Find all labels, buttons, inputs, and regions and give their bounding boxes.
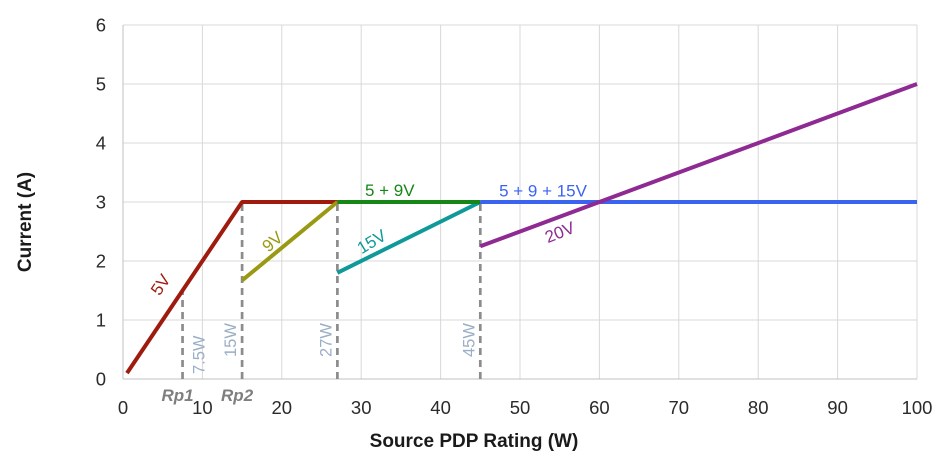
x-tick-label: 20 <box>272 397 293 418</box>
guide-label: 45W <box>460 323 478 357</box>
series-15V <box>336 200 482 275</box>
series-20V <box>479 82 918 249</box>
series-9V <box>240 200 339 283</box>
x-tick-label: 100 <box>902 397 933 418</box>
y-tick-label: 1 <box>96 309 106 330</box>
y-tick-label: 0 <box>96 368 106 389</box>
annotation-5+9V: 5 + 9V <box>365 181 415 200</box>
annotation-9V: 9V <box>258 227 287 255</box>
y-tick-label: 5 <box>96 73 106 94</box>
x-tick-label: 0 <box>118 397 128 418</box>
annotation-5+9+15V: 5 + 9 + 15V <box>499 182 588 201</box>
annotation-15V: 15V <box>354 226 390 258</box>
y-axis-title: Current (A) <box>15 172 36 272</box>
x-tick-label: 30 <box>351 397 372 418</box>
axis-lines <box>122 25 917 380</box>
x-axis-title: Source PDP Rating (W) <box>370 431 579 452</box>
x-tick-label: 90 <box>827 397 848 418</box>
y-tick-label: 6 <box>96 14 106 35</box>
annotation-5V: 5V <box>147 270 175 298</box>
tick-labels: 0 10 20 30 40 50 60 70 80 90 100 0 1 2 3 4 5 6 <box>96 14 933 418</box>
rp-label: Rp1 <box>161 386 193 405</box>
rp-label: Rp2 <box>221 386 254 405</box>
dashed-guides: 7.5W Rp1 15W Rp2 27W 45W <box>161 202 482 405</box>
x-tick-label: 40 <box>430 397 451 418</box>
x-tick-label: 10 <box>192 397 213 418</box>
y-tick-label: 2 <box>96 250 106 271</box>
x-tick-label: 50 <box>510 397 531 418</box>
x-tick-label: 60 <box>589 397 610 418</box>
guide-label: 15W <box>222 323 240 357</box>
guide-label: 27W <box>317 323 335 357</box>
x-tick-label: 80 <box>748 397 769 418</box>
series-5V <box>125 200 338 375</box>
x-tick-label: 70 <box>669 397 690 418</box>
guide-label: 7.5W <box>191 335 209 374</box>
data-series <box>125 82 918 375</box>
y-tick-label: 3 <box>96 191 106 212</box>
y-tick-label: 4 <box>96 132 106 153</box>
